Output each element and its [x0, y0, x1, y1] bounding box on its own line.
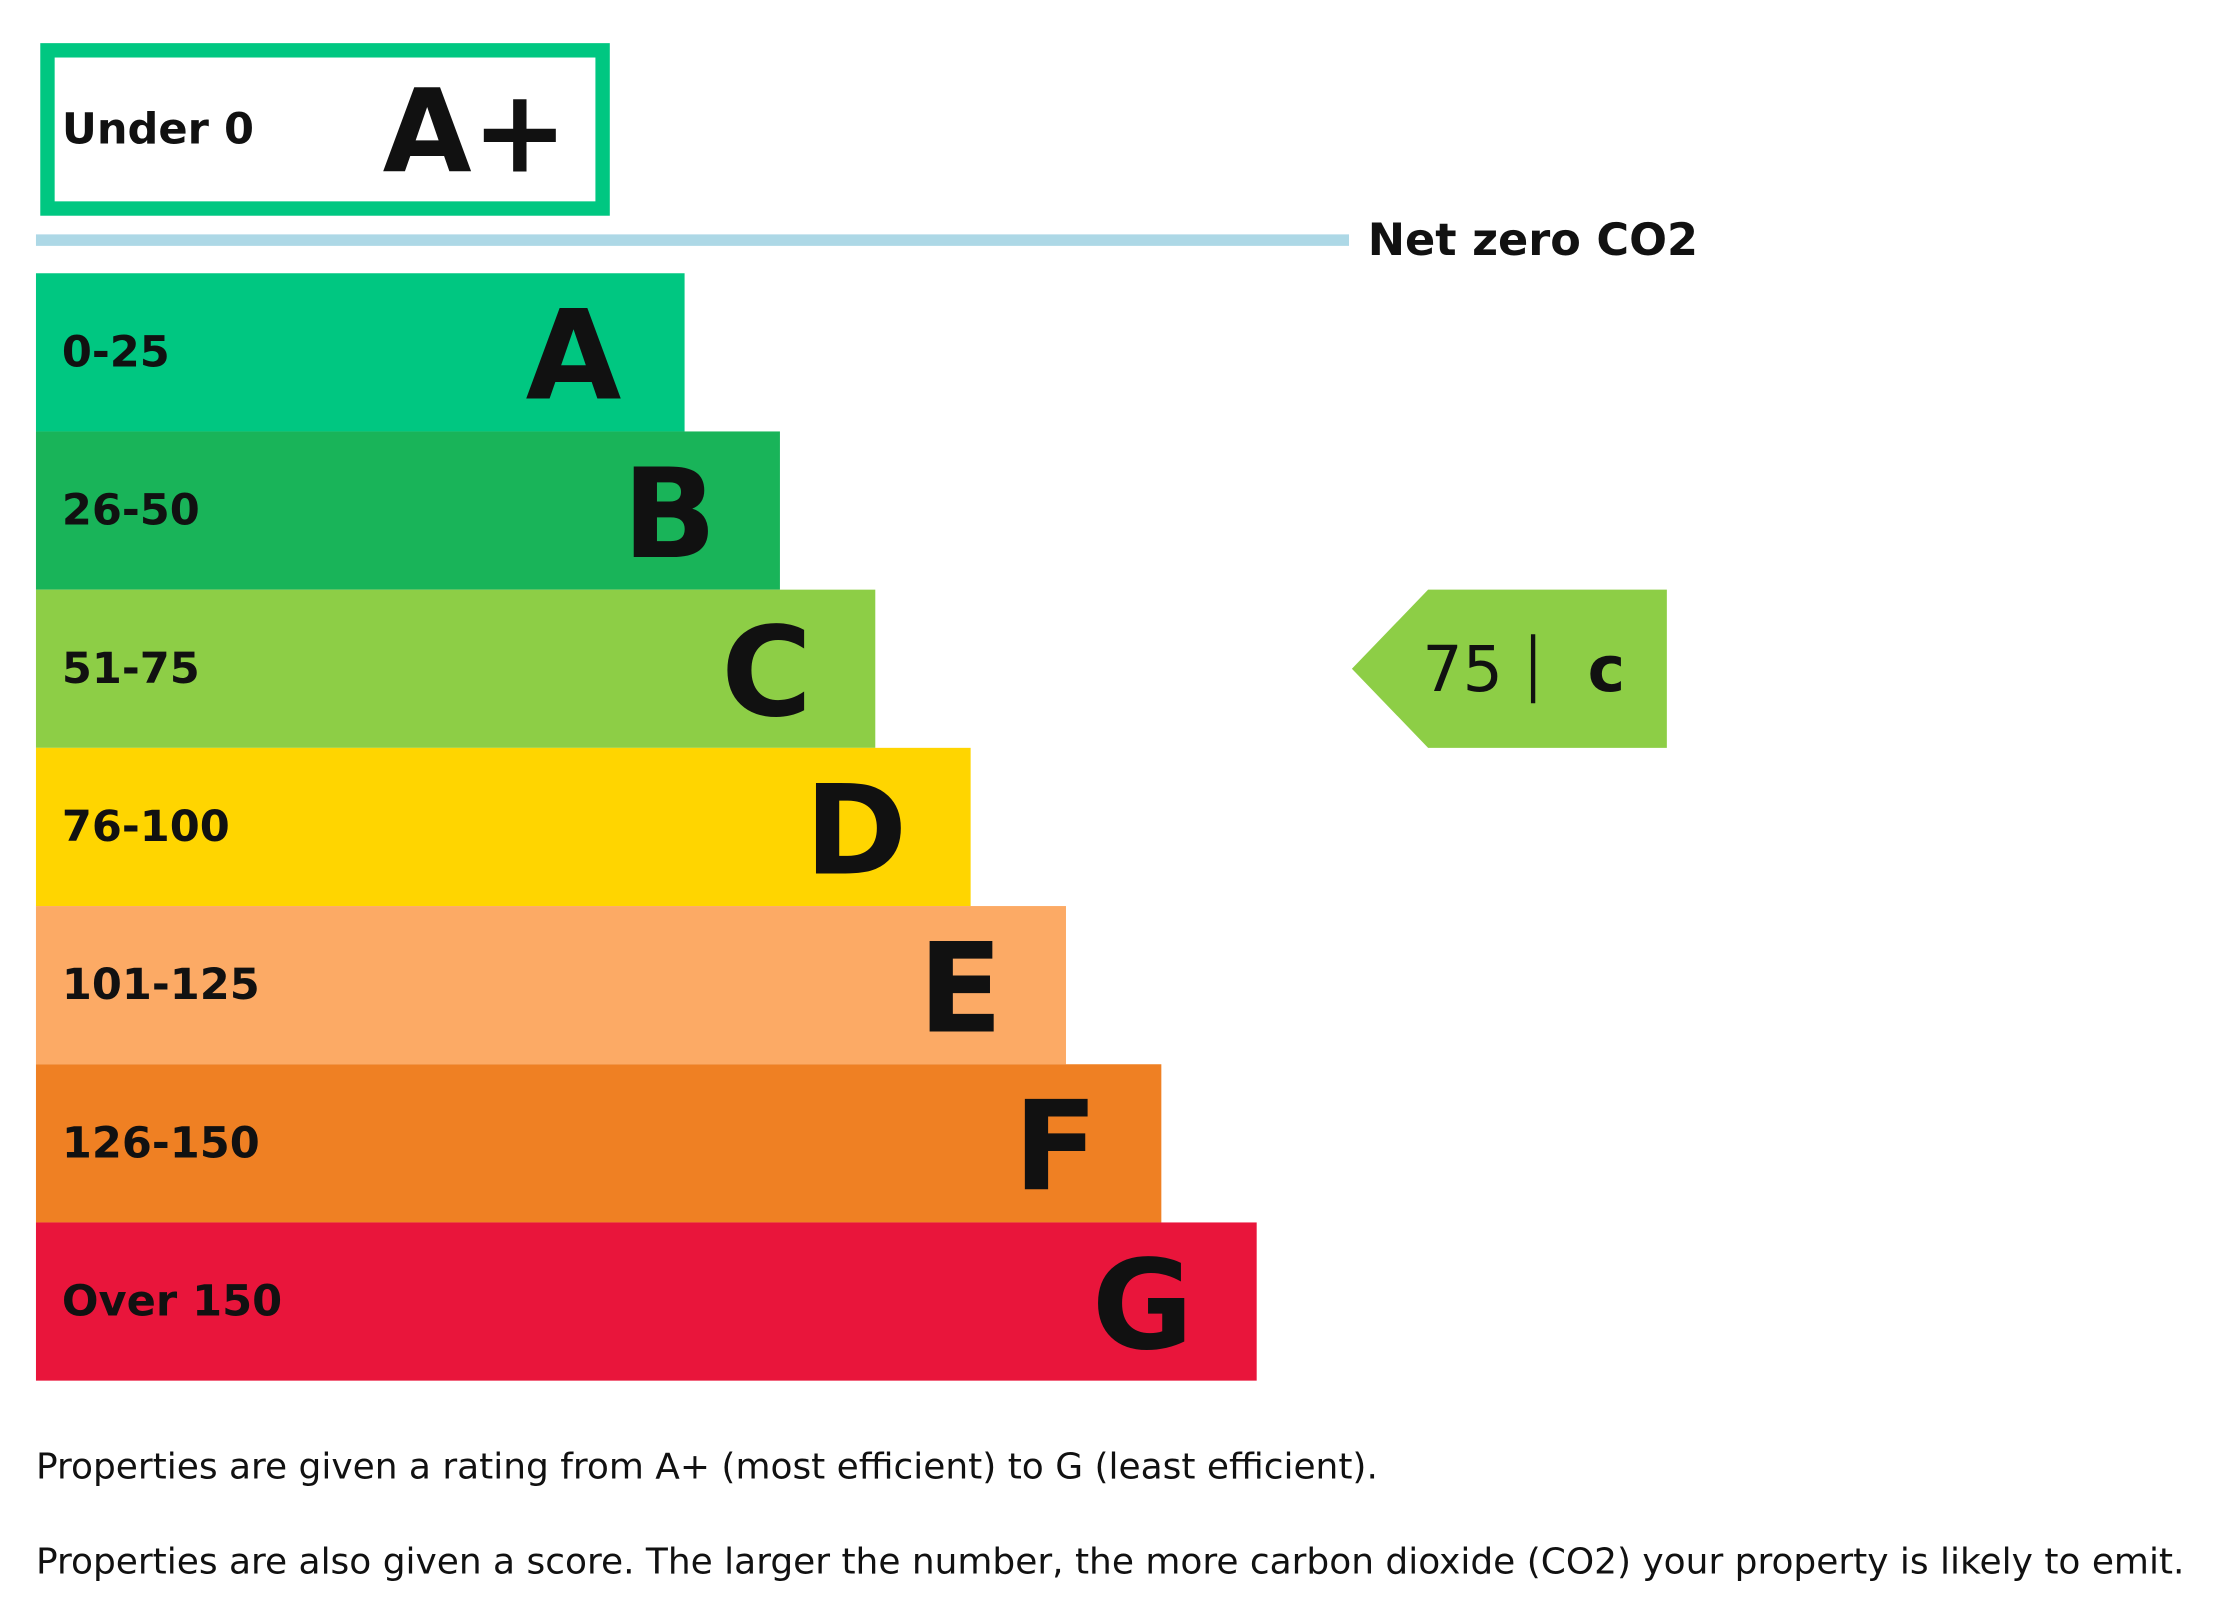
band-letter: F [1014, 1076, 1098, 1220]
band-range: 26-50 [62, 486, 200, 536]
top-band-letter: A+ [383, 65, 568, 199]
top-band-box [40, 43, 610, 216]
current-score: 75 [1422, 632, 1503, 706]
band-bar [35, 589, 876, 748]
band-range: 76-100 [62, 802, 230, 852]
current-rating-arrow [1351, 589, 1667, 748]
band-range: 0-25 [62, 327, 170, 377]
band-bar [35, 1222, 1257, 1381]
band-bar [35, 747, 971, 907]
band-range: Over 150 [62, 1277, 282, 1327]
band-range: 101-125 [62, 960, 260, 1010]
band-range: 51-75 [62, 644, 200, 694]
band-bar [35, 431, 780, 590]
band-letter: A [526, 285, 622, 429]
note: Properties are given a rating from A+ (m… [36, 1446, 1378, 1487]
band-letter: E [918, 917, 1002, 1061]
band-letter: D [805, 759, 908, 903]
band-bar [35, 906, 1066, 1065]
top-band-range: Under 0 [62, 104, 254, 154]
band-bar [35, 273, 685, 432]
band-letter: G [1092, 1234, 1194, 1378]
band-range: 126-150 [62, 1118, 260, 1168]
band-bar [35, 1064, 1162, 1223]
note: Properties are also given a score. The l… [36, 1541, 2184, 1582]
current-letter: c [1588, 632, 1626, 706]
band-letter: B [622, 443, 716, 587]
net-zero-label: Net zero CO2 [1368, 214, 1698, 266]
band-letter: C [721, 601, 812, 745]
